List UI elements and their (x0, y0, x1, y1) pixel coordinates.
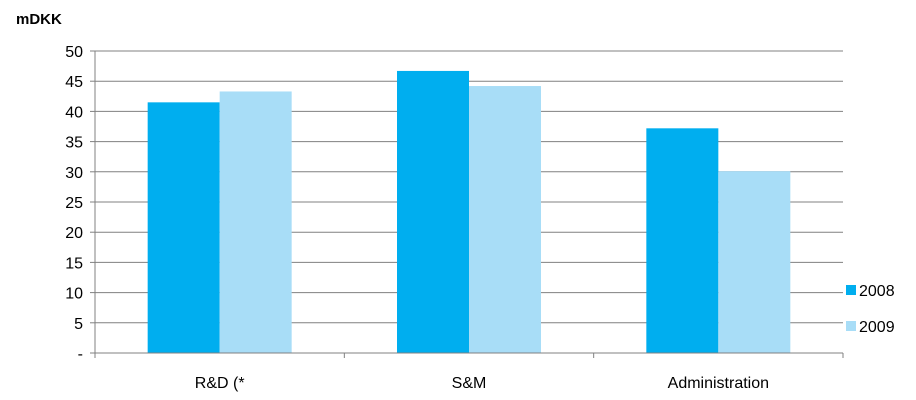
y-tick-label: 10 (65, 286, 83, 303)
x-tick-labels: R&D (* S&M Administration (195, 375, 769, 392)
bar-2009 (219, 91, 292, 353)
axes (90, 50, 844, 358)
legend-label-2009: 2009 (859, 319, 895, 336)
y-tick-labels: - 5 10 15 20 25 30 35 40 45 50 (65, 44, 83, 363)
y-tick-label: 25 (65, 195, 83, 212)
legend: 2008 2009 (846, 283, 895, 336)
legend-swatch-2009 (846, 321, 856, 331)
bar-2008 (646, 128, 719, 353)
bar-2009 (718, 171, 791, 353)
y-tick-label: 40 (65, 104, 83, 121)
y-tick-label: 35 (65, 135, 83, 152)
y-tick-label: 30 (65, 165, 83, 182)
y-tick-label: - (78, 346, 83, 363)
x-tick-label: R&D (* (195, 375, 245, 392)
x-tick-label: Administration (668, 375, 769, 392)
legend-swatch-2008 (846, 285, 856, 295)
legend-label-2008: 2008 (859, 283, 895, 300)
x-tick-label: S&M (452, 375, 487, 392)
bar-2009 (469, 86, 541, 354)
y-tick-label: 45 (65, 74, 83, 91)
y-tick-label: 15 (65, 255, 83, 272)
y-tick-label: 50 (65, 44, 83, 61)
y-tick-label: 5 (74, 316, 83, 333)
bars (147, 70, 791, 354)
bar-2008 (397, 70, 469, 353)
y-unit-label: mDKK (16, 11, 62, 28)
y-tick-label: 20 (65, 225, 83, 242)
bar-2008 (147, 102, 220, 353)
